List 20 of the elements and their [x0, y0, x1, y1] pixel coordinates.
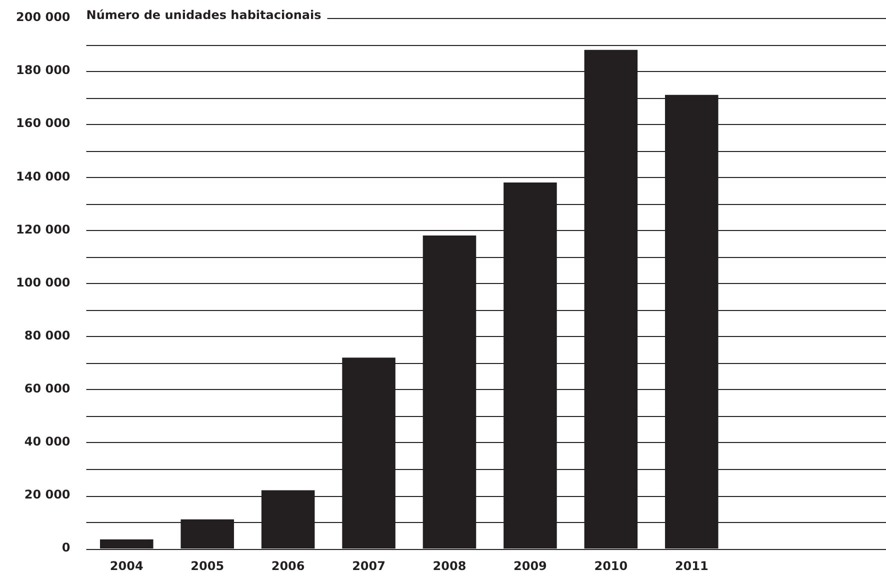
x-tick-label: 2008	[432, 558, 466, 573]
y-tick-label: 40 000	[24, 434, 70, 449]
x-tick-label: 2005	[190, 558, 224, 573]
y-tick-label: 0	[62, 540, 70, 555]
y-tick-label: 180 000	[16, 63, 70, 78]
x-tick-label: 2011	[674, 558, 708, 573]
y-tick-label: 140 000	[16, 169, 70, 184]
y-tick-label: 80 000	[24, 328, 70, 342]
x-tick-label: 2007	[352, 558, 386, 573]
y-tick-label: 20 000	[24, 488, 70, 502]
y-tick-label: 120 000	[16, 222, 70, 236]
y-axis-title: Número de unidades habitacionais	[86, 8, 322, 22]
x-tick-label: 2006	[271, 558, 305, 573]
y-tick-label: 100 000	[16, 275, 70, 290]
x-tick-label: 2010	[594, 558, 628, 573]
y-tick-label: 160 000	[16, 116, 70, 130]
y-tick-label: 60 000	[24, 382, 70, 396]
x-tick-label: 2009	[514, 558, 547, 573]
y-tick-label: 200 000	[16, 10, 70, 24]
x-tick-label: 2004	[110, 558, 144, 573]
